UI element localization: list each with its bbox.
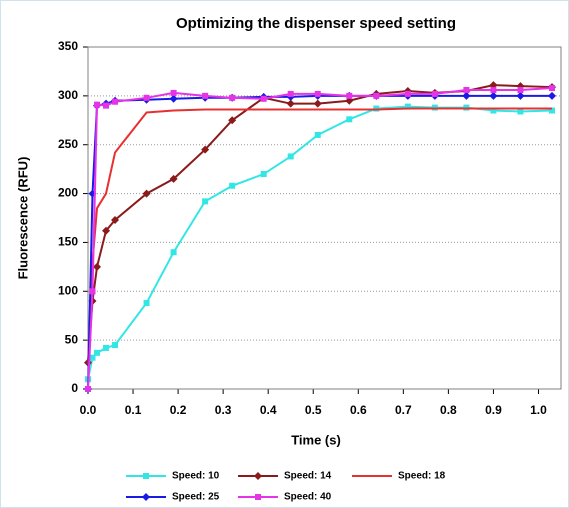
data-point bbox=[201, 145, 210, 154]
y-tick-label: 350 bbox=[58, 39, 78, 53]
data-point bbox=[516, 91, 525, 100]
x-tick-label: 0.3 bbox=[215, 403, 232, 417]
x-tick-label: 0.2 bbox=[170, 403, 187, 417]
data-point bbox=[94, 101, 101, 108]
y-tick-label: 250 bbox=[58, 137, 78, 151]
data-point bbox=[202, 198, 209, 205]
data-point bbox=[431, 90, 438, 97]
x-tick-label: 0.4 bbox=[260, 403, 277, 417]
data-point bbox=[112, 98, 119, 105]
legend-marker bbox=[142, 493, 150, 501]
data-point bbox=[103, 344, 110, 351]
legend-label: Speed: 10 bbox=[172, 471, 220, 482]
data-point bbox=[93, 262, 102, 271]
data-point bbox=[169, 174, 178, 183]
data-point bbox=[547, 91, 556, 100]
x-tick-label: 0.7 bbox=[395, 403, 412, 417]
data-point bbox=[89, 354, 96, 361]
y-tick-label: 100 bbox=[58, 283, 78, 297]
data-point bbox=[103, 102, 110, 109]
data-point bbox=[94, 349, 101, 356]
y-tick-label: 200 bbox=[58, 186, 78, 200]
data-point bbox=[142, 189, 151, 198]
data-point bbox=[169, 94, 178, 103]
legend-marker bbox=[254, 472, 262, 480]
y-axis-label: Fluorescence (RFU) bbox=[15, 157, 30, 280]
data-point bbox=[85, 386, 91, 392]
data-point bbox=[517, 108, 524, 115]
data-point bbox=[260, 95, 267, 102]
legend-label: Speed: 14 bbox=[284, 471, 332, 482]
data-point bbox=[228, 116, 237, 125]
legend-marker bbox=[255, 494, 261, 500]
x-tick-label: 0.0 bbox=[80, 403, 97, 417]
data-point bbox=[346, 116, 353, 123]
series-line bbox=[87, 107, 552, 365]
x-tick-label: 0.9 bbox=[485, 403, 502, 417]
legend-label: Speed: 25 bbox=[172, 492, 220, 503]
data-point bbox=[112, 342, 119, 349]
data-point bbox=[463, 86, 470, 93]
data-point bbox=[89, 288, 96, 295]
data-point bbox=[229, 94, 236, 101]
data-point bbox=[170, 249, 177, 256]
x-tick-label: 0.1 bbox=[125, 403, 142, 417]
data-point bbox=[287, 90, 294, 97]
legend-marker bbox=[143, 473, 149, 479]
data-point bbox=[170, 89, 177, 96]
y-tick-label: 50 bbox=[65, 332, 79, 346]
x-axis-label: Time (s) bbox=[291, 432, 341, 447]
x-tick-label: 0.8 bbox=[440, 403, 457, 417]
data-point bbox=[260, 171, 267, 178]
data-point bbox=[548, 107, 555, 114]
data-point bbox=[202, 92, 209, 99]
data-point bbox=[314, 131, 321, 138]
data-point bbox=[143, 300, 150, 307]
data-point bbox=[462, 91, 471, 100]
y-tick-label: 0 bbox=[71, 381, 78, 395]
plot-area bbox=[87, 46, 562, 390]
data-point bbox=[489, 91, 498, 100]
data-point bbox=[314, 90, 321, 97]
data-point bbox=[313, 99, 322, 108]
data-point bbox=[404, 90, 411, 97]
data-point bbox=[286, 99, 295, 108]
y-tick-label: 150 bbox=[58, 235, 78, 249]
data-point bbox=[287, 153, 294, 160]
data-point bbox=[373, 92, 380, 99]
legend-label: Speed: 40 bbox=[284, 492, 332, 503]
data-point bbox=[229, 182, 236, 189]
data-point bbox=[111, 215, 120, 224]
data-point bbox=[143, 94, 150, 101]
chart-title: Optimizing the dispenser speed setting bbox=[176, 15, 456, 32]
data-point bbox=[548, 85, 555, 92]
data-point bbox=[517, 86, 524, 93]
data-point bbox=[102, 226, 111, 235]
legend-label: Speed: 18 bbox=[398, 471, 446, 482]
data-point bbox=[346, 92, 353, 99]
y-tick-label: 300 bbox=[58, 88, 78, 102]
data-point bbox=[404, 103, 411, 110]
x-tick-label: 0.6 bbox=[350, 403, 367, 417]
x-tick-label: 0.5 bbox=[305, 403, 322, 417]
data-point bbox=[490, 86, 497, 93]
x-tick-label: 1.0 bbox=[530, 403, 547, 417]
data-point bbox=[490, 107, 497, 114]
